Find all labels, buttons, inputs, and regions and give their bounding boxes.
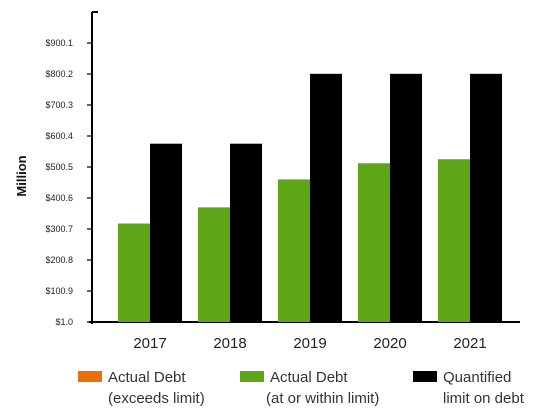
- bar-actual-within: [358, 163, 390, 322]
- y-tick-label: $100.9: [45, 286, 73, 296]
- bar-quantified-limit: [230, 143, 262, 322]
- y-tick-label: $200.8: [45, 255, 73, 265]
- bars: [118, 73, 502, 322]
- bar-quantified-limit: [470, 73, 502, 322]
- bar-quantified-limit: [150, 143, 182, 322]
- y-axis-ticks: $1.0 $100.9 $200.8 $300.7 $400.6 $500.5 $600.4…: [45, 38, 92, 327]
- legend-label-line2: (exceeds limit): [108, 390, 205, 407]
- y-tick-label: $500.5: [45, 162, 73, 172]
- x-tick-label: 2017: [133, 335, 166, 352]
- bar-actual-within: [278, 179, 310, 322]
- x-tick-label: 2019: [293, 335, 326, 352]
- x-axis-labels: 2017 2018 2019 2020 2021: [133, 335, 486, 352]
- y-tick-label: $600.4: [45, 131, 73, 141]
- legend-swatch: [240, 371, 264, 382]
- legend: Actual Debt (exceeds limit) Actual Debt (at…: [78, 369, 525, 407]
- bar-quantified-limit: [310, 73, 342, 322]
- x-tick-label: 2020: [373, 335, 406, 352]
- y-tick-label: $400.6: [45, 193, 73, 203]
- legend-label-line1: Actual Debt: [270, 369, 348, 386]
- x-tick-label: 2021: [453, 335, 486, 352]
- y-tick-label: $1.0: [55, 317, 73, 327]
- legend-label-line1: Actual Debt: [108, 369, 186, 386]
- y-tick-label: $800.2: [45, 69, 73, 79]
- legend-label-line1: Quantified: [443, 369, 511, 386]
- y-tick-label: $700.3: [45, 100, 73, 110]
- legend-label-line2: limit on debt: [443, 390, 525, 407]
- bar-actual-within: [198, 207, 230, 322]
- y-axis-title: Million: [14, 155, 29, 196]
- legend-swatch: [78, 371, 102, 382]
- x-tick-label: 2018: [213, 335, 246, 352]
- bar-actual-within: [438, 159, 470, 322]
- legend-label-line2: (at or within limit): [266, 390, 379, 407]
- bar-quantified-limit: [390, 73, 422, 322]
- bar-actual-within: [118, 223, 150, 322]
- y-tick-label: $900.1: [45, 38, 73, 48]
- legend-swatch: [413, 371, 437, 382]
- y-tick-label: $300.7: [45, 224, 73, 234]
